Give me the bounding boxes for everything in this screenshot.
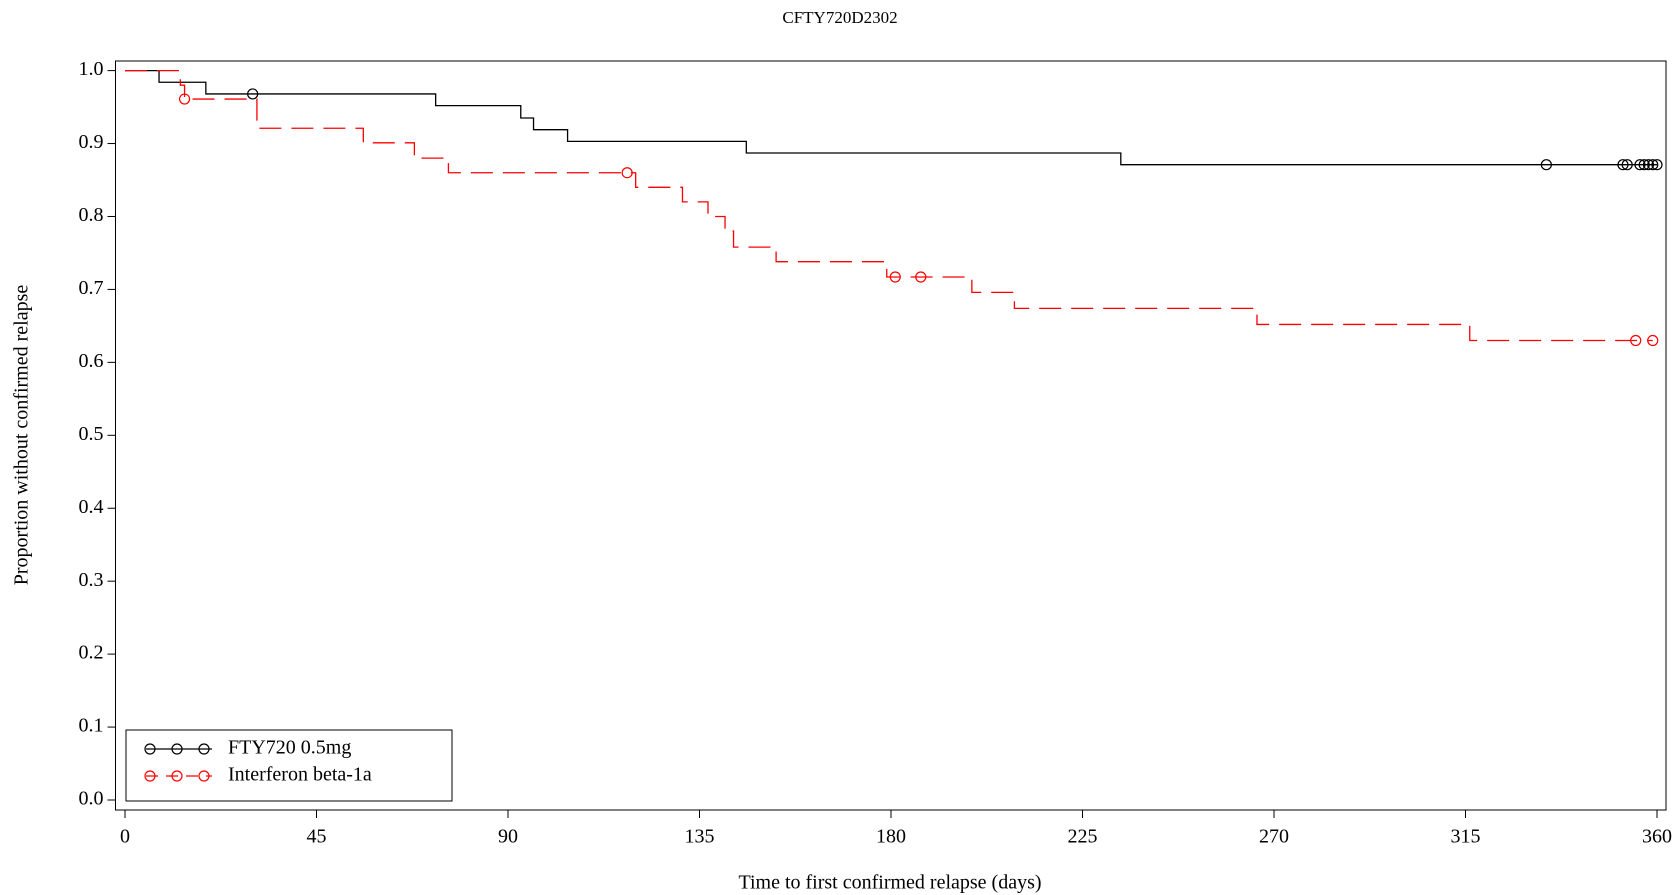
censor-mark — [1638, 159, 1650, 171]
chart-title: CFTY720D2302 — [782, 8, 897, 27]
legend-box — [125, 729, 453, 802]
censor-mark — [1621, 159, 1633, 171]
censor-mark — [1540, 159, 1552, 171]
x-tick-label: 315 — [1451, 826, 1481, 848]
censor-mark — [1647, 159, 1659, 171]
legend-marker — [198, 770, 210, 782]
legend-marker — [198, 743, 210, 755]
y-tick-label: 0.8 — [79, 204, 104, 226]
legend-marker — [171, 743, 183, 755]
survival-line — [125, 69, 1657, 166]
legend-marker — [144, 743, 156, 755]
y-tick-label: 0.5 — [79, 423, 104, 445]
y-tick-label: 0.4 — [79, 496, 104, 518]
x-tick-label: 225 — [1068, 826, 1098, 848]
censor-mark — [247, 88, 259, 100]
legend-marker — [144, 770, 156, 782]
y-tick-label: 0.0 — [79, 788, 104, 810]
x-tick-label: 135 — [685, 826, 715, 848]
x-tick-label: 270 — [1259, 826, 1289, 848]
y-tick-label: 0.9 — [79, 131, 104, 153]
legend-marker — [171, 770, 183, 782]
legend-label: Interferon beta-1a — [228, 764, 372, 786]
y-tick-label: 0.1 — [79, 715, 104, 737]
y-tick-label: 0.6 — [79, 350, 104, 372]
censor-mark — [1630, 334, 1642, 347]
x-tick-label: 360 — [1642, 826, 1672, 848]
censor-mark — [621, 167, 633, 179]
censor-mark — [178, 93, 191, 105]
censor-mark — [1642, 159, 1655, 171]
survival-line — [125, 69, 1653, 342]
y-tick-label: 1.0 — [79, 58, 104, 80]
censor-mark — [889, 271, 901, 283]
censor-mark — [915, 271, 927, 283]
censor-mark — [1617, 159, 1629, 171]
x-tick-label: 0 — [120, 826, 130, 848]
censor-mark — [1634, 159, 1646, 171]
x-tick-label: 90 — [498, 826, 518, 848]
censor-mark — [1647, 334, 1659, 347]
x-axis-title: Time to first confirmed relapse (days) — [738, 872, 1041, 894]
y-tick-label: 0.3 — [79, 569, 104, 591]
y-tick-label: 0.2 — [79, 642, 104, 664]
legend-label: FTY720 0.5mg — [228, 737, 351, 759]
x-tick-label: 45 — [307, 826, 327, 848]
y-tick-label: 0.7 — [79, 277, 104, 299]
x-tick-label: 180 — [876, 826, 906, 848]
y-axis-title: Proportion without confirmed relapse — [11, 285, 33, 586]
plot-frame — [115, 60, 1667, 811]
censor-mark — [1651, 159, 1663, 171]
